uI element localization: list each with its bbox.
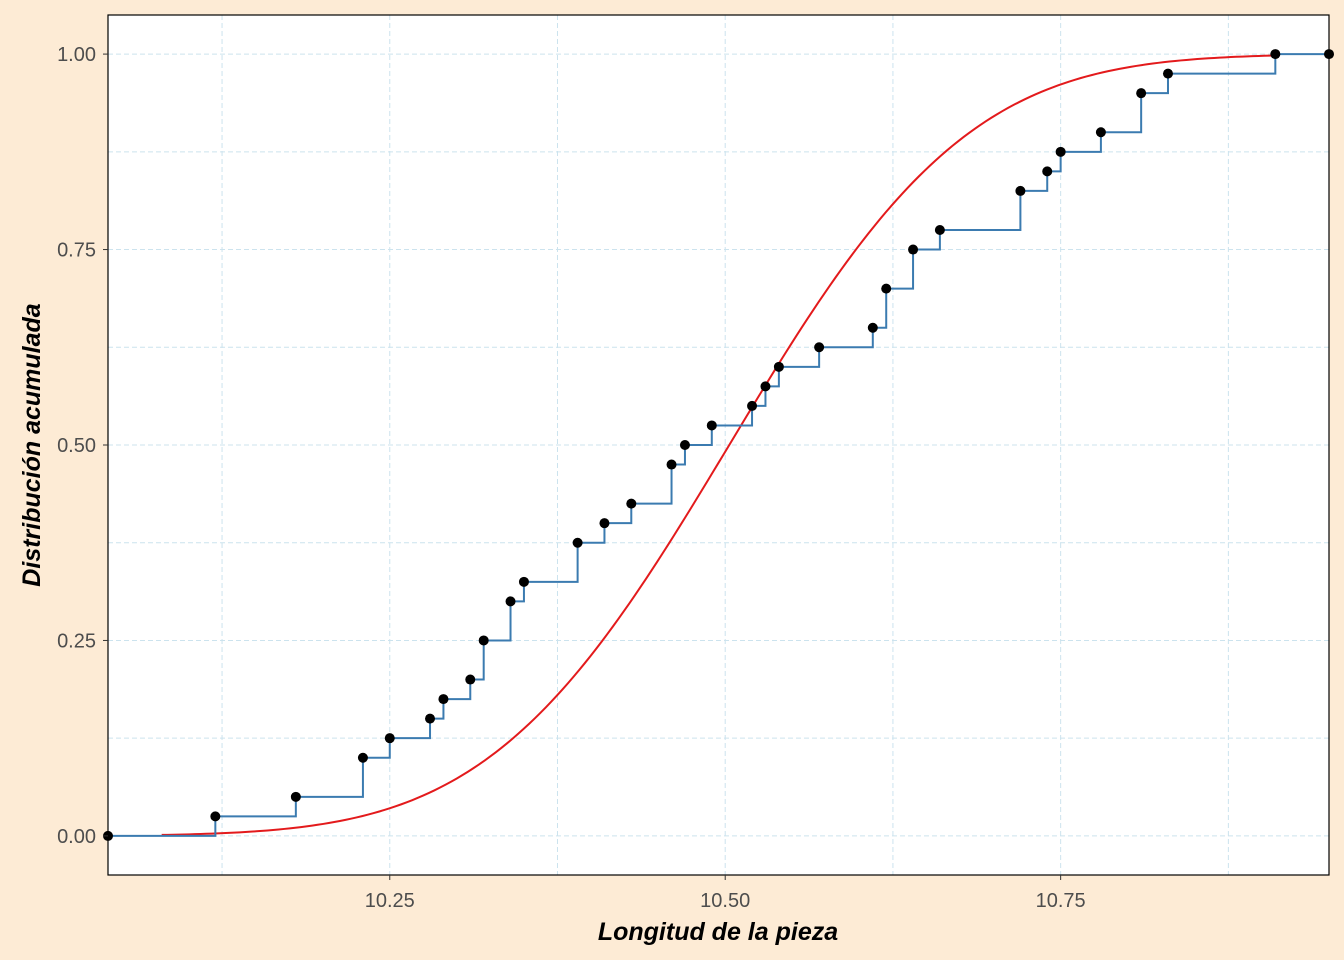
- ecdf-point: [518, 576, 529, 587]
- ecdf-point: [505, 596, 516, 607]
- y-tick-label: 0.50: [57, 435, 96, 457]
- ecdf-point: [1055, 146, 1066, 157]
- ecdf-point: [425, 713, 436, 724]
- y-tick-label: 0.75: [57, 240, 96, 262]
- ecdf-point: [384, 733, 395, 744]
- ecdf-point: [1042, 166, 1053, 177]
- ecdf-point: [814, 342, 825, 353]
- ecdf-point: [881, 283, 892, 294]
- ecdf-step-layer: [108, 53, 1329, 837]
- x-tick-label: 10.25: [365, 890, 415, 912]
- ecdf-point: [357, 752, 368, 763]
- x-axis-ticks: 10.25 10.50 10.75: [365, 875, 1086, 912]
- ecdf-point: [210, 811, 221, 822]
- ecdf-point-layer: [103, 49, 1334, 841]
- y-tick-label: 0.25: [57, 630, 96, 652]
- y-tick-label: 1.00: [57, 44, 96, 66]
- y-tick-label: 0.00: [57, 826, 96, 848]
- ecdf-point: [438, 694, 449, 705]
- x-tick-label: 10.50: [700, 890, 750, 912]
- ecdf-point: [1095, 127, 1106, 138]
- ecdf-point: [1136, 88, 1147, 99]
- normal-cdf-curve: [161, 54, 1276, 836]
- ecdf-point: [626, 498, 637, 509]
- ecdf-point: [478, 635, 489, 646]
- y-axis-title: Distribución acumulada: [18, 303, 46, 586]
- ecdf-point: [706, 420, 717, 431]
- ecdf-point: [666, 459, 677, 470]
- x-axis-title: Longitud de la pieza: [598, 918, 838, 946]
- ecdf-point: [1270, 49, 1281, 60]
- ecdf-point: [465, 674, 476, 685]
- ecdf-point: [760, 381, 771, 392]
- grid-lines: [108, 15, 1329, 875]
- ecdf-point: [908, 244, 919, 255]
- ecdf-step-line: [108, 53, 1329, 837]
- normal-cdf-layer: [161, 54, 1276, 836]
- y-axis-ticks: 0.00 0.25 0.50 0.75 1.00: [57, 44, 108, 848]
- ecdf-point: [679, 440, 690, 450]
- ecdf-point: [773, 361, 784, 372]
- ecdf-point: [290, 791, 301, 802]
- ecdf-point: [934, 225, 945, 235]
- ecdf-point: [867, 322, 878, 333]
- ecdf-point: [1015, 185, 1026, 196]
- ecdf-point: [599, 518, 610, 529]
- ecdf-point: [572, 537, 583, 548]
- ecdf-point: [1162, 68, 1173, 79]
- x-tick-label: 10.75: [1036, 890, 1086, 912]
- ecdf-point: [747, 400, 758, 411]
